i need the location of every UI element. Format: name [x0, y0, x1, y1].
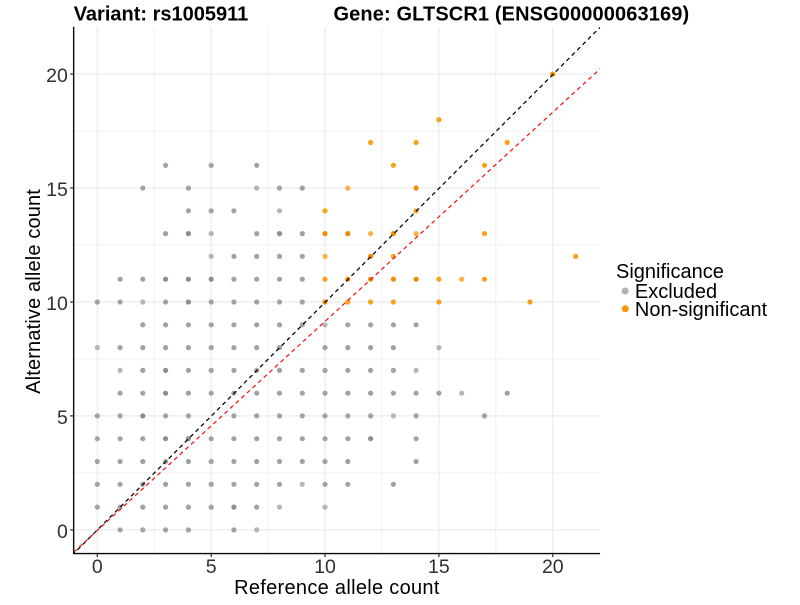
svg-text:15: 15: [46, 179, 68, 201]
svg-text:Non-significant: Non-significant: [635, 299, 768, 321]
svg-text:Significance: Significance: [616, 261, 724, 283]
svg-text:Excluded: Excluded: [635, 281, 717, 303]
svg-text:20: 20: [46, 65, 68, 87]
svg-text:5: 5: [206, 556, 217, 578]
svg-text:20: 20: [542, 556, 564, 578]
svg-text:10: 10: [314, 556, 336, 578]
svg-text:Variant: rs1005911: Variant: rs1005911: [74, 3, 249, 25]
svg-text:5: 5: [57, 407, 68, 429]
svg-text:Reference allele count: Reference allele count: [234, 577, 440, 599]
svg-text:Alternative allele count: Alternative allele count: [23, 189, 45, 394]
svg-text:10: 10: [46, 293, 68, 315]
svg-text:Gene: GLTSCR1 (ENSG00000063169: Gene: GLTSCR1 (ENSG00000063169): [334, 3, 690, 25]
svg-text:0: 0: [57, 521, 68, 543]
svg-text:0: 0: [92, 556, 103, 578]
svg-text:15: 15: [428, 556, 450, 578]
